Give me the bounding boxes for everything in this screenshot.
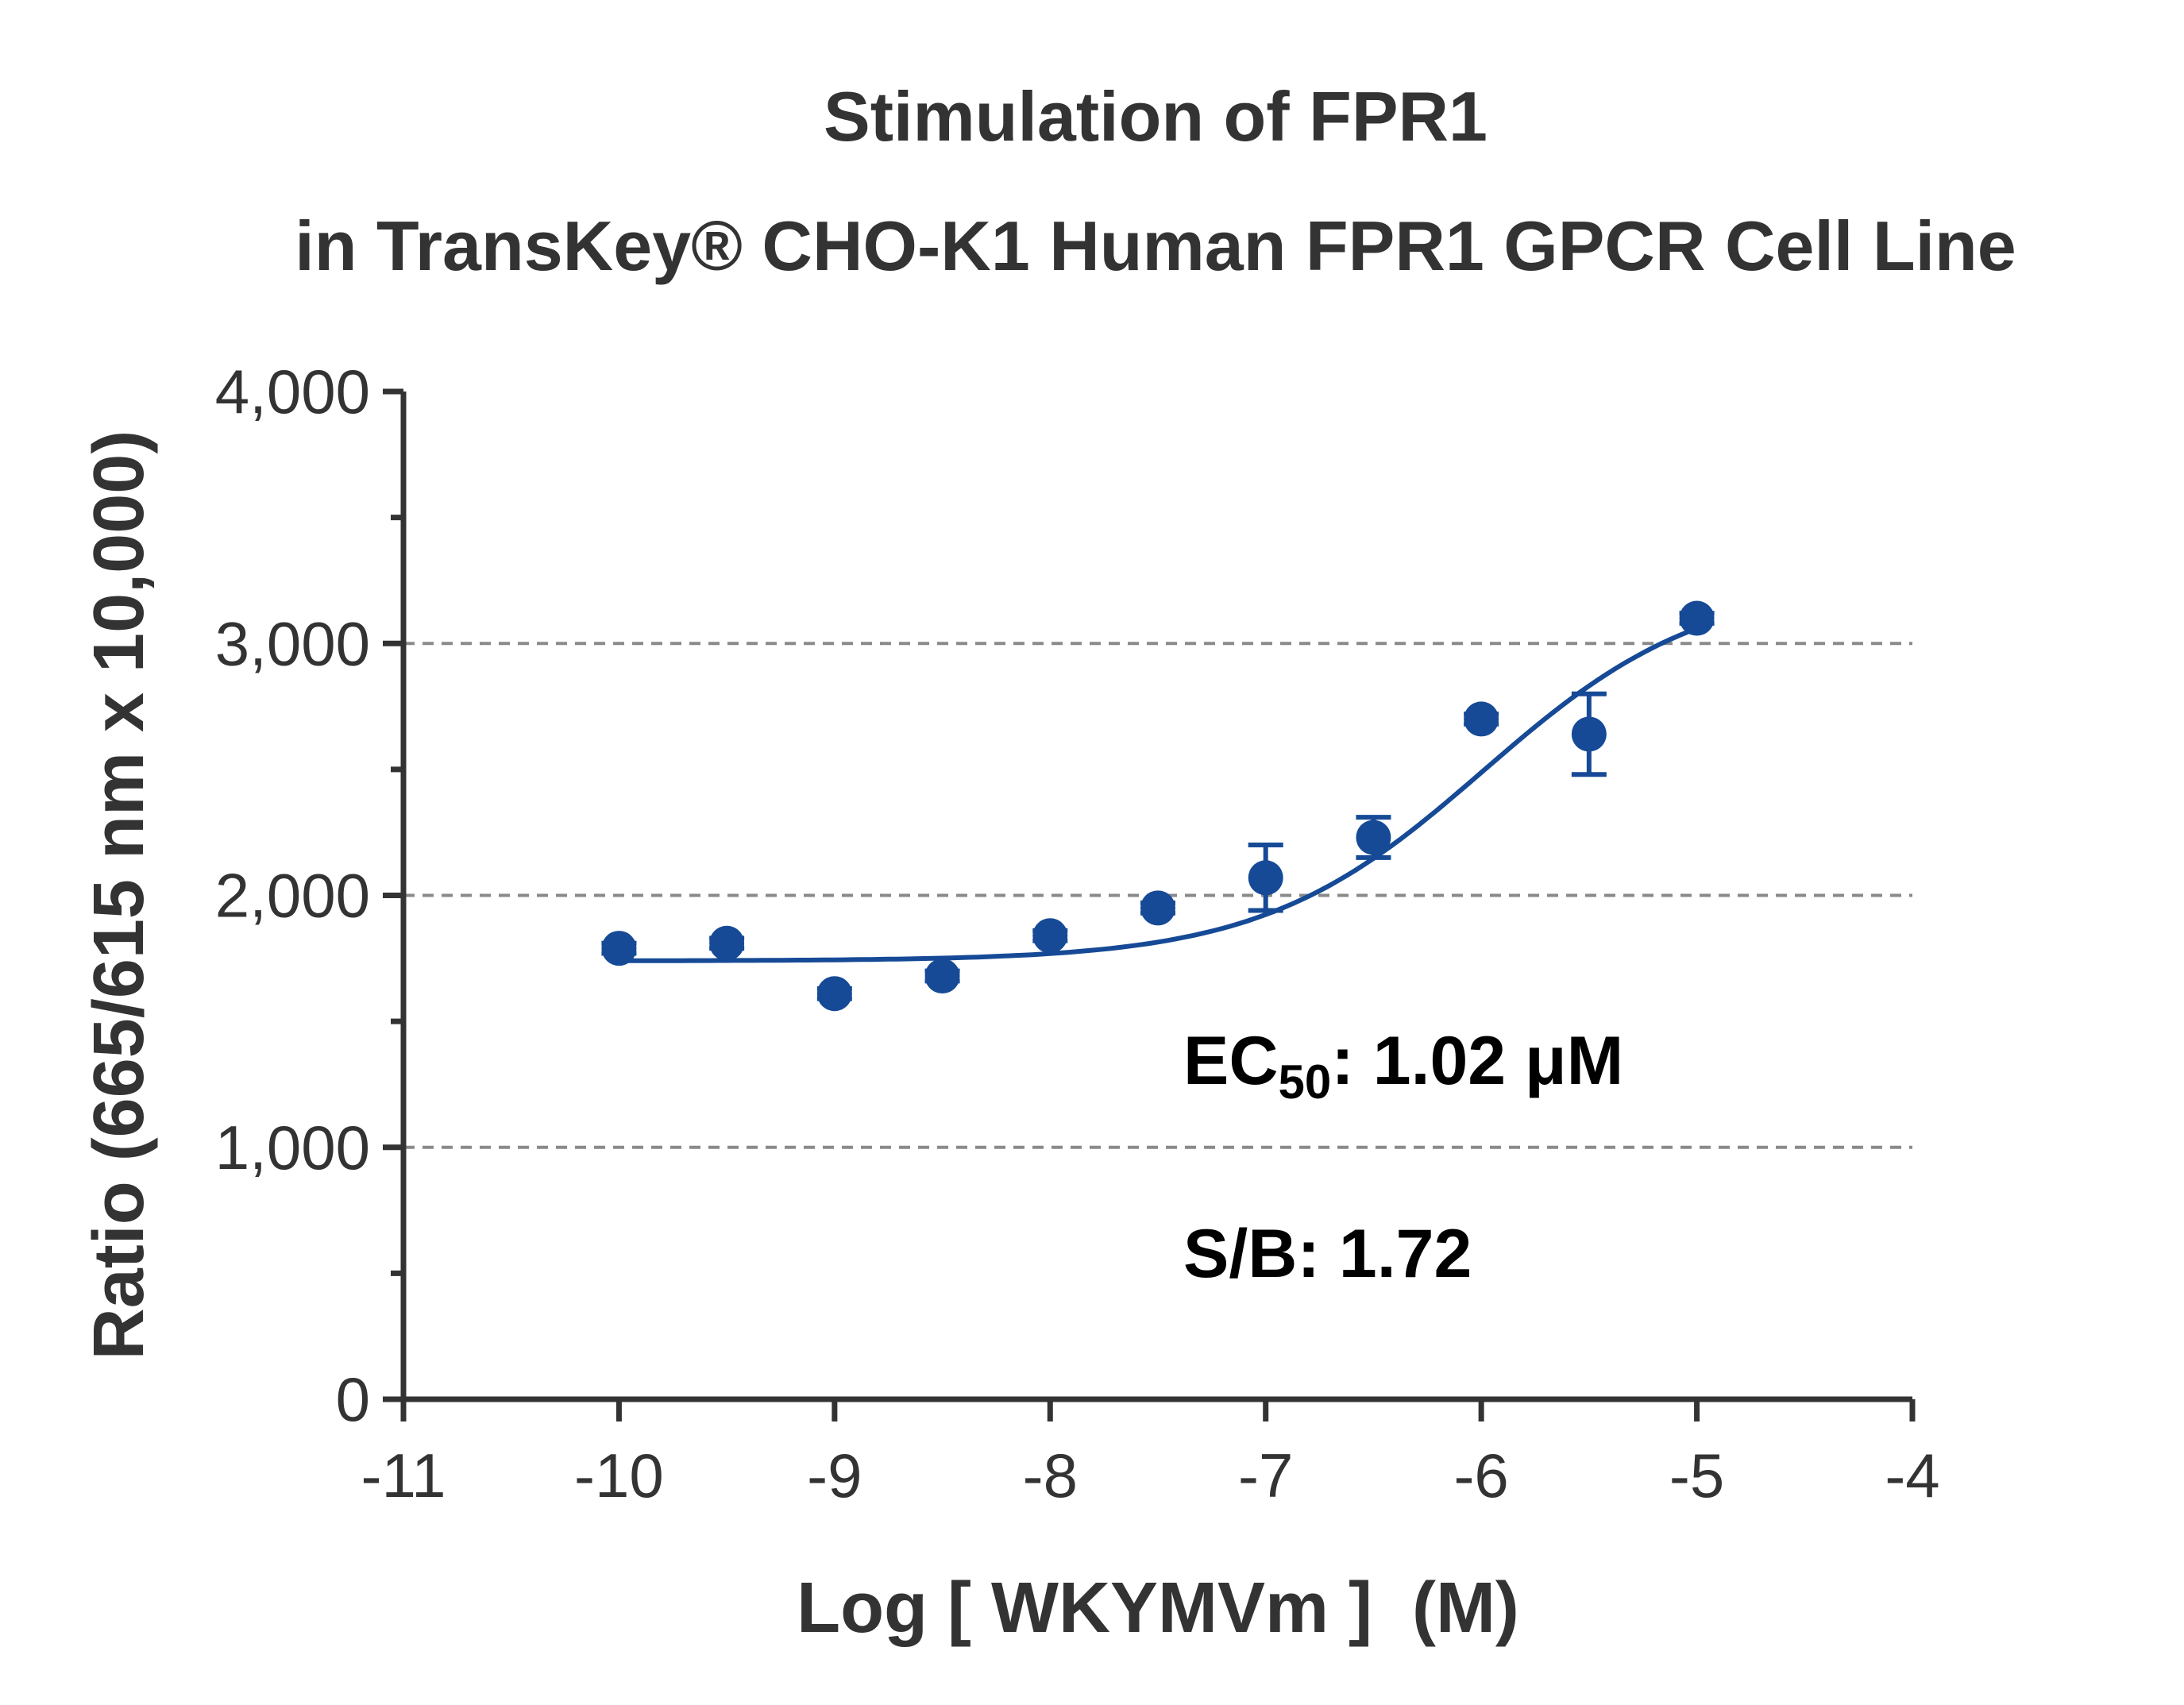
y-tick-label: 2,000 xyxy=(215,861,370,931)
x-tick-label: -10 xyxy=(574,1441,664,1510)
x-tick-label: -8 xyxy=(1023,1441,1078,1510)
ec50-value: : 1.02 μM xyxy=(1331,1023,1623,1099)
x-axis-label: Log [ WKYMVm ] (M) xyxy=(797,1568,1519,1648)
x-tick-label: -5 xyxy=(1669,1441,1724,1510)
x-tick-label: -7 xyxy=(1238,1441,1293,1510)
x-tick-label: -6 xyxy=(1453,1441,1508,1510)
data-point xyxy=(1140,890,1175,926)
data-point xyxy=(1356,820,1391,855)
data-point xyxy=(1032,918,1068,954)
ec50-prefix: EC xyxy=(1183,1023,1278,1099)
x-tick-label: -4 xyxy=(1885,1441,1939,1510)
ec50-subscript: 50 xyxy=(1278,1055,1331,1109)
y-tick-label: 3,000 xyxy=(215,608,370,678)
data-point xyxy=(1679,600,1715,636)
chart-title: Stimulation of FPR1 xyxy=(824,77,1488,156)
data-point xyxy=(816,976,852,1012)
sb-annotation: S/B: 1.72 xyxy=(1183,1216,1472,1292)
ec50-annotation: EC50: 1.02 μM xyxy=(1183,1023,1623,1109)
y-tick-label: 0 xyxy=(336,1364,370,1434)
x-tick-label: -11 xyxy=(361,1441,446,1510)
y-tick-label: 4,000 xyxy=(215,357,370,426)
data-point xyxy=(1571,716,1607,752)
y-axis-label: Ratio (665/615 nm x 10,000) xyxy=(79,430,159,1360)
axis-ticks: 0 1,000 2,000 3,000 4,000 -11 -10 -9 -8 -7 -6 -5 -4 xyxy=(215,357,1940,1510)
y-tick-label: 1,000 xyxy=(215,1113,370,1182)
chart-subtitle: in TransKey® CHO-K1 Human FPR1 GPCR Cell… xyxy=(295,206,2016,285)
data-point xyxy=(1464,701,1499,737)
data-point xyxy=(601,931,637,966)
data-points xyxy=(601,600,1715,1012)
data-point xyxy=(709,925,745,961)
fit-curve xyxy=(619,626,1698,963)
data-point xyxy=(924,959,960,994)
x-tick-label: -9 xyxy=(807,1441,862,1510)
data-point xyxy=(1248,860,1283,896)
